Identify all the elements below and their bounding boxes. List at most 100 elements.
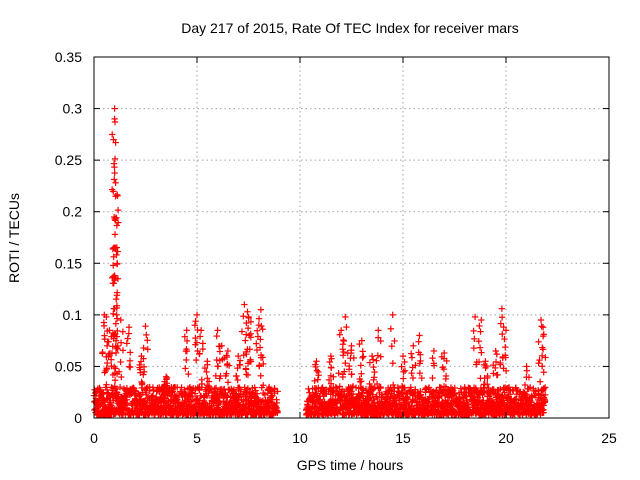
data-point [117,358,124,366]
data-point [111,155,119,163]
data-point [408,369,415,377]
x-tick-label: 0 [90,430,98,446]
data-point [253,340,260,347]
data-point [342,313,349,321]
data-point [144,337,151,344]
data-point [370,363,377,371]
data-point [183,356,190,364]
data-point [188,398,195,406]
data-point [410,342,417,349]
data-point [366,359,374,366]
data-point [429,354,436,362]
data-point [415,338,422,345]
data-point [442,375,450,383]
data-point [478,349,485,356]
data-point [312,400,319,407]
data-point [103,342,111,350]
data-point [523,367,531,374]
data-point [255,315,263,322]
data-point [173,395,180,402]
data-point [542,354,549,361]
data-point [359,348,366,355]
data-point [242,366,250,373]
data-point [111,118,119,126]
data-point [387,325,395,332]
data-point [502,343,509,351]
data-point [213,332,220,340]
data-point [274,388,281,395]
y-tick-label: 0 [74,410,82,426]
data-point [535,359,542,367]
data-point [185,370,192,378]
data-point [476,322,483,330]
data-point [113,260,121,268]
data-point [374,352,382,359]
data-point [371,399,378,406]
data-point [399,352,407,360]
data-point [143,331,150,339]
data-point [314,376,321,383]
data-point [375,327,382,334]
data-point [328,364,335,372]
data-point [234,376,241,384]
data-point [343,323,350,331]
data-point [114,206,122,214]
data-point [341,393,349,401]
data-point [111,169,118,177]
data-point [274,408,281,415]
y-tick-label: 0.2 [63,204,83,220]
data-point [110,160,118,167]
data-point [119,328,127,335]
data-point [358,392,366,400]
grid-lines [93,56,610,419]
data-point [259,326,266,333]
data-point [197,327,205,334]
y-tick-label: 0.1 [63,307,83,323]
data-point [124,335,131,342]
chart-title: Day 217 of 2015, Rate Of TEC Index for r… [181,20,518,36]
y-tick-label: 0.15 [55,255,82,271]
data-point [113,191,121,199]
data-point [425,384,433,391]
data-point [498,305,506,312]
data-point [168,389,176,396]
data-point [127,363,134,371]
x-tick-label: 15 [395,430,411,446]
data-point [257,372,264,379]
data-point [373,357,380,364]
data-point [126,357,134,365]
data-point [407,350,415,357]
data-point [306,389,313,396]
data-point [538,363,546,370]
y-axis-label: ROTI / TECUs [6,193,22,283]
data-point [238,328,246,335]
data-point [144,346,151,353]
data-point [470,344,478,352]
data-point [233,372,240,380]
data-point [117,316,124,324]
data-point [111,176,118,183]
data-point [450,387,457,394]
data-point [430,347,438,355]
data-point [224,379,232,386]
data-point [404,396,412,403]
data-point [123,340,131,347]
x-tick-label: 25 [601,430,617,446]
data-point [537,316,545,324]
data-point [100,319,108,326]
data-point [113,311,120,319]
data-point [212,384,220,392]
axis-ticks [93,56,610,419]
y-tick-label: 0.3 [63,101,83,117]
data-point [192,356,200,364]
data-point [359,354,366,361]
data-point [214,327,221,334]
y-tick-label: 0.25 [55,152,82,168]
data-point [368,352,376,360]
data-point [113,222,121,229]
data-point [480,361,488,369]
x-tick-labels: 0 5 10 15 20 25 [90,430,617,446]
data-point [112,179,119,187]
data-point [119,347,127,354]
data-point [140,344,147,352]
